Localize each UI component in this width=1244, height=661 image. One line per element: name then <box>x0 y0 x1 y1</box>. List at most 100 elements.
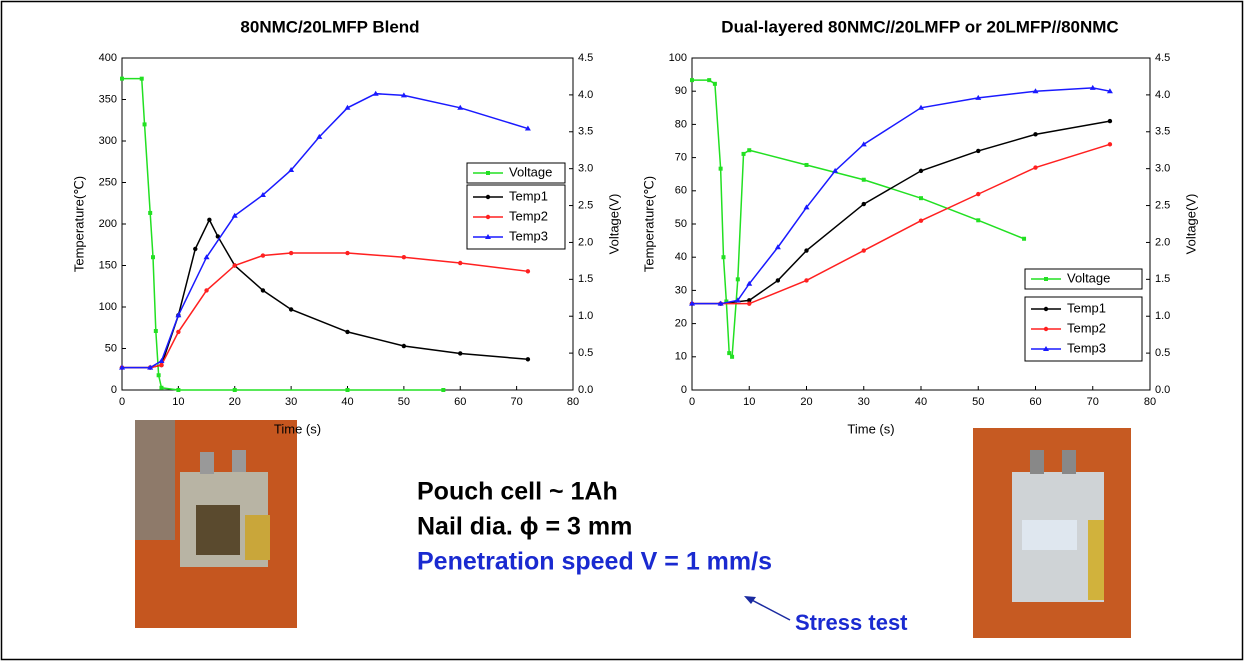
legend-label: Temp2 <box>509 208 548 223</box>
y2-tick-label: 1.5 <box>1155 273 1170 285</box>
marker <box>147 364 154 370</box>
y2-tick-label: 1.0 <box>1155 310 1170 322</box>
marker <box>148 210 153 215</box>
series-line <box>692 79 1025 359</box>
marker <box>721 255 726 260</box>
marker <box>372 90 379 96</box>
legend-marker <box>1043 346 1049 351</box>
y2-tick-label: 3.0 <box>1155 163 1170 175</box>
x-tick-label: 0 <box>119 396 125 408</box>
y2-tick-label: 1.5 <box>578 273 593 285</box>
x-tick-label: 70 <box>1087 396 1099 408</box>
y2-tick-label: 0.0 <box>1155 384 1170 396</box>
marker <box>918 104 924 110</box>
marker <box>712 81 717 86</box>
legend-label: Temp3 <box>1067 340 1106 355</box>
marker <box>458 260 463 266</box>
marker <box>153 328 158 333</box>
y-tick-label: 50 <box>105 342 117 354</box>
marker <box>207 217 212 223</box>
y-tick-label: 100 <box>99 301 117 313</box>
marker <box>215 234 221 239</box>
legend-marker <box>485 214 491 220</box>
y2-tick-label: 0.5 <box>578 347 593 359</box>
marker <box>119 364 125 370</box>
marker <box>316 133 323 139</box>
legend-label: Voltage <box>1067 270 1110 285</box>
legend-marker <box>1043 306 1049 312</box>
x-axis-label: Time (s) <box>847 421 894 436</box>
legend-label: Voltage <box>509 164 552 179</box>
y-tick-label: 50 <box>675 218 687 230</box>
marker <box>176 388 181 392</box>
marker <box>232 263 237 268</box>
marker <box>345 329 350 335</box>
series-line <box>122 92 529 369</box>
marker <box>724 299 729 304</box>
marker <box>288 250 294 256</box>
y2-tick-label: 4.5 <box>578 52 593 64</box>
marker <box>175 312 182 318</box>
photo-right <box>973 428 1131 638</box>
marker <box>1107 118 1113 124</box>
y-tick-label: 350 <box>99 93 117 105</box>
x-tick-label: 80 <box>567 396 579 408</box>
x-axis-label: Time (s) <box>274 421 321 436</box>
marker <box>1022 236 1027 241</box>
marker <box>975 94 982 100</box>
marker <box>861 177 866 182</box>
marker <box>156 373 161 378</box>
marker <box>401 343 407 349</box>
callout-arrowhead <box>744 596 756 604</box>
marker <box>288 167 295 173</box>
x-tick-label: 20 <box>800 396 812 408</box>
marker <box>1089 84 1096 90</box>
y-tick-label: 10 <box>675 351 687 363</box>
marker <box>401 255 407 260</box>
marker <box>804 162 809 167</box>
marker <box>344 104 351 110</box>
y-tick-label: 80 <box>675 118 687 130</box>
marker <box>345 388 350 392</box>
callout-text: Stress test <box>795 610 908 635</box>
marker <box>1106 88 1113 94</box>
marker <box>976 218 981 223</box>
marker <box>976 191 981 197</box>
y-tick-label: 30 <box>675 284 687 296</box>
note-line: Nail dia. ϕ = 3 mm <box>417 513 632 541</box>
x-tick-label: 10 <box>172 396 184 408</box>
chart-title: 80NMC/20LMFP Blend <box>240 17 419 36</box>
x-tick-label: 30 <box>285 396 297 408</box>
photo-left <box>135 420 297 628</box>
y2-tick-label: 3.5 <box>578 126 593 138</box>
marker <box>730 354 735 359</box>
marker <box>861 201 866 207</box>
marker <box>400 92 407 98</box>
y-tick-label: 200 <box>99 218 117 230</box>
y-tick-label: 0 <box>681 384 687 396</box>
marker <box>441 388 446 392</box>
marker <box>193 246 198 252</box>
y-tick-label: 40 <box>675 251 687 263</box>
marker <box>918 218 924 223</box>
marker <box>151 255 156 260</box>
y2-axis-label: Voltage(V) <box>606 194 621 255</box>
marker <box>458 351 463 356</box>
y-tick-label: 70 <box>675 152 687 164</box>
marker <box>747 301 752 306</box>
y2-tick-label: 3.5 <box>1155 126 1170 138</box>
x-tick-label: 40 <box>915 396 927 408</box>
marker <box>775 278 781 283</box>
marker <box>735 277 740 282</box>
legend-marker <box>1044 277 1048 281</box>
marker <box>525 357 531 362</box>
y2-tick-label: 2.5 <box>1155 199 1170 211</box>
y2-tick-label: 0.0 <box>578 384 593 396</box>
y-tick-label: 20 <box>675 318 687 330</box>
x-tick-label: 60 <box>454 396 466 408</box>
marker <box>861 248 866 253</box>
marker <box>142 122 147 127</box>
x-tick-label: 60 <box>1029 396 1041 408</box>
legend-marker <box>486 171 490 175</box>
